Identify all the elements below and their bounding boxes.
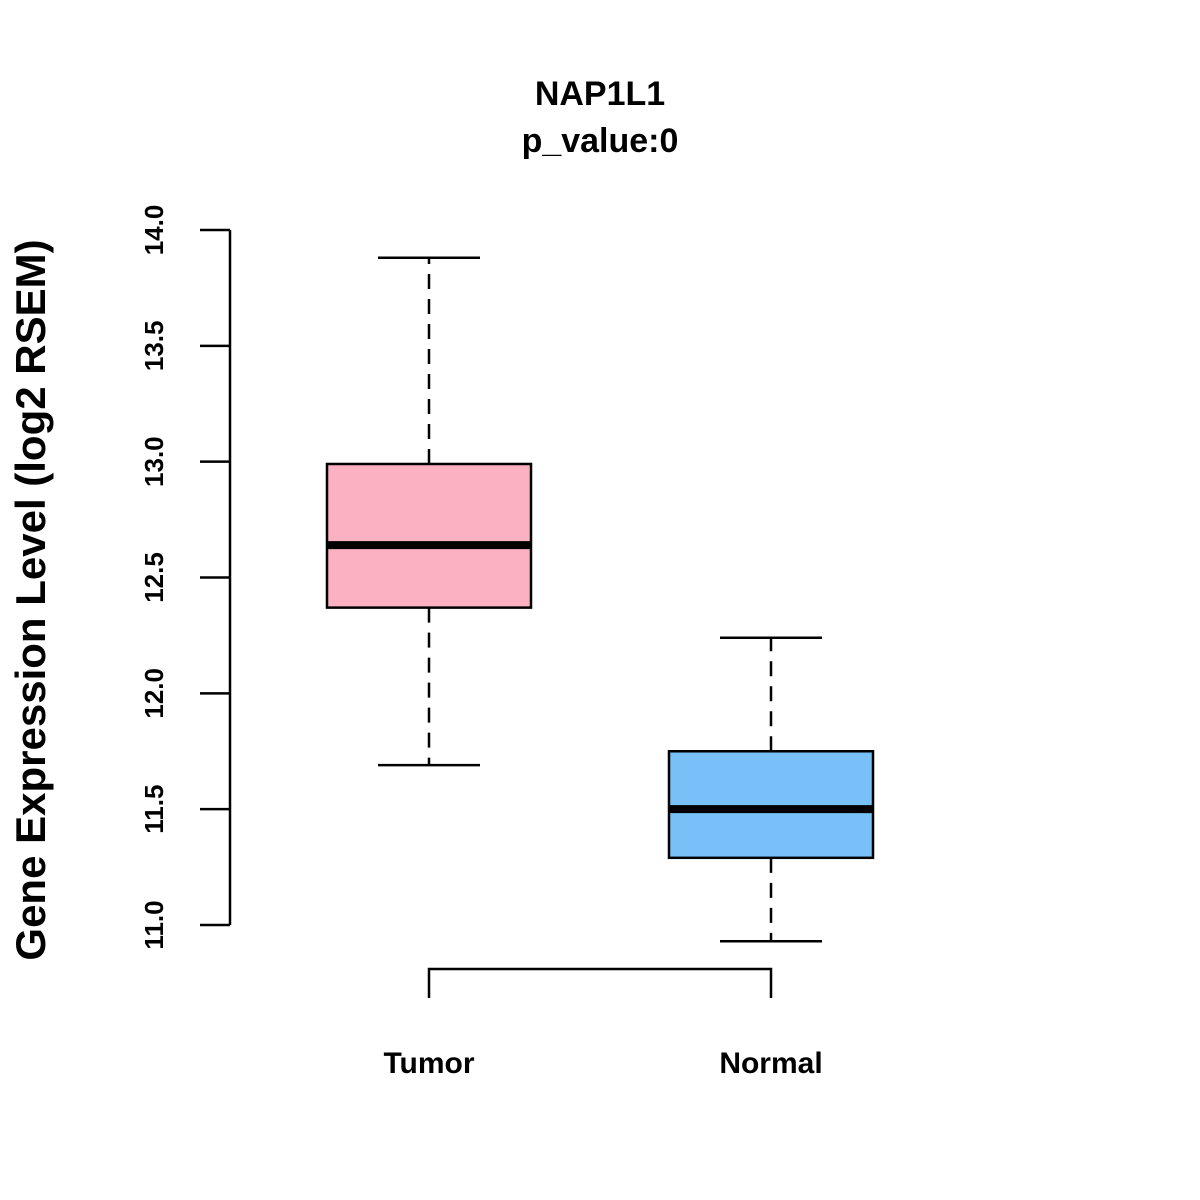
category-label-normal: Normal (719, 1047, 822, 1080)
y-tick-label: 13.0 (139, 436, 169, 487)
box-group (325, 256, 875, 943)
y-tick-label: 12.0 (139, 668, 169, 719)
iqr-box (667, 750, 875, 860)
category-label-tumor: Tumor (383, 1047, 474, 1080)
chart-subtitle: p_value:0 (522, 122, 679, 160)
iqr-box (325, 462, 533, 609)
y-tick-label: 11.5 (139, 785, 169, 834)
y-tick-label: 12.5 (139, 552, 169, 603)
y-axis-label: Gene Expression Level (log2 RSEM) (7, 239, 54, 960)
box-normal (667, 636, 875, 943)
y-tick-label: 14.0 (139, 205, 169, 256)
comparison-bracket (427, 967, 773, 998)
y-axis: 11.0 11.5 12.0 12.5 13.0 13.5 14.0 (139, 205, 232, 950)
box-tumor (325, 256, 533, 767)
chart-title: NAP1L1 (535, 75, 665, 113)
y-tick-label: 13.5 (139, 321, 169, 372)
bracket-line (427, 967, 773, 998)
y-tick-label: 11.0 (139, 900, 169, 949)
category-labels: Tumor Normal (383, 1047, 822, 1080)
